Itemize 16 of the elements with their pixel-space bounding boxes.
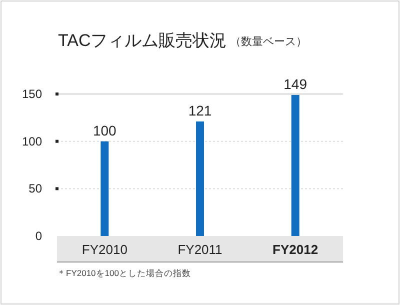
chart-subtitle: （数量ベース） — [230, 36, 307, 48]
bar — [291, 94, 300, 236]
data-label: 100 — [92, 122, 117, 138]
data-label: 149 — [284, 76, 308, 92]
bar — [196, 121, 204, 236]
x-tick-label: FY2011 — [178, 242, 222, 257]
y-tick-label: 100 — [22, 134, 42, 148]
y-tick-label: 50 — [28, 182, 42, 196]
y-tick-label: 150 — [22, 87, 42, 101]
text: ＊FY2010を100とした場合の指数 — [57, 268, 191, 278]
y-tick-label: 0 — [35, 229, 42, 243]
x-tick-label: FY2012 — [272, 242, 318, 257]
bar — [100, 141, 109, 236]
x-tick-label: FY2010 — [82, 242, 128, 257]
chart-title: TACフィルム販売状況 — [58, 31, 227, 50]
data-label: 121 — [188, 102, 212, 118]
